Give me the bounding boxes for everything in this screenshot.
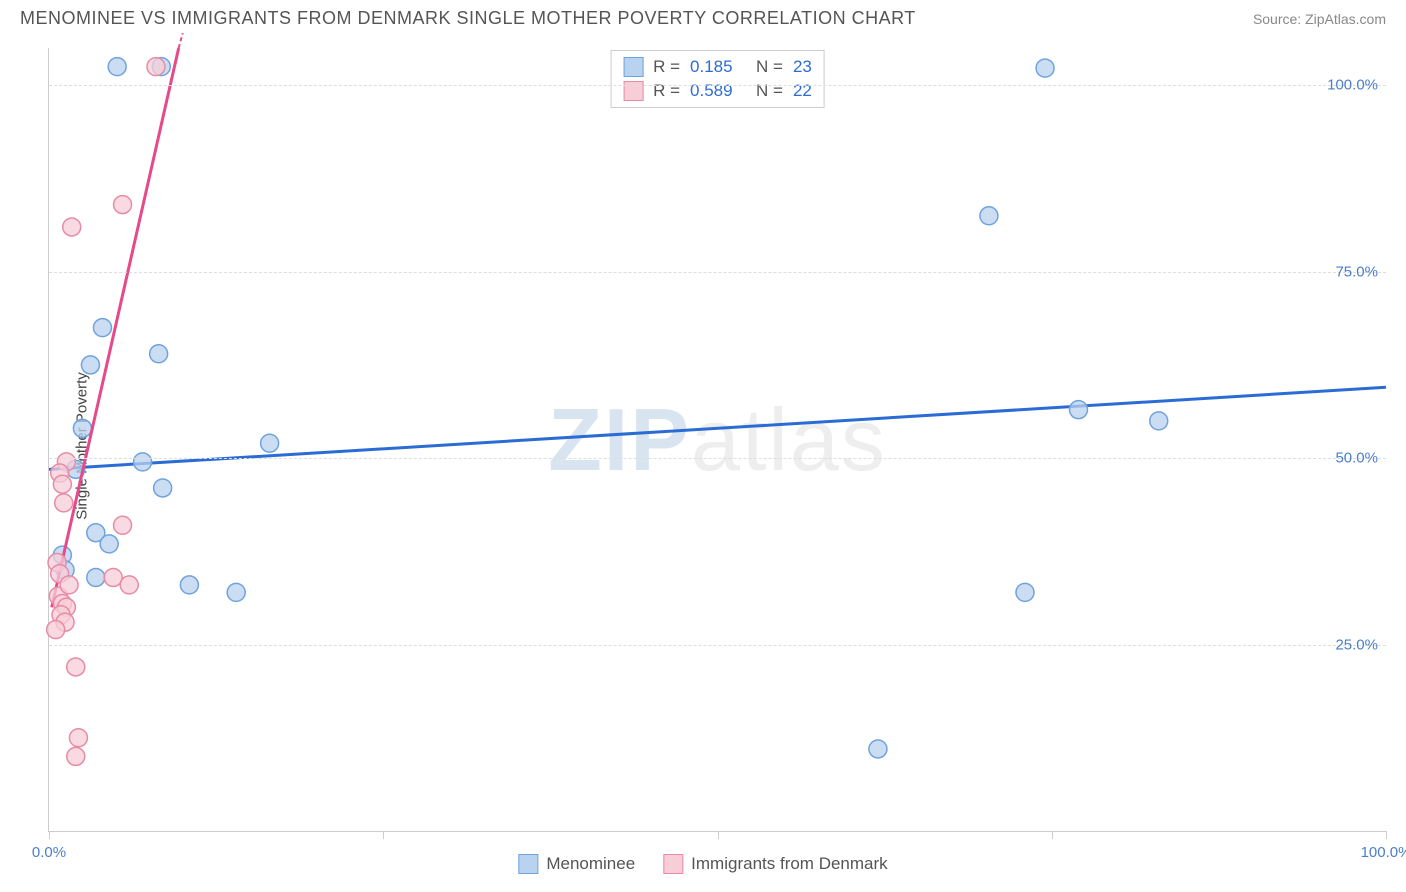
scatter-point-menominee xyxy=(154,479,172,497)
scatter-point-denmark xyxy=(69,729,87,747)
scatter-point-denmark xyxy=(67,658,85,676)
series-legend-label: Immigrants from Denmark xyxy=(691,854,887,874)
x-tick xyxy=(718,831,719,839)
x-tick xyxy=(1052,831,1053,839)
gridline-h xyxy=(49,85,1386,86)
scatter-point-denmark xyxy=(60,576,78,594)
scatter-point-menominee xyxy=(87,568,105,586)
scatter-point-menominee xyxy=(869,740,887,758)
scatter-point-denmark xyxy=(147,58,165,76)
r-label: R = xyxy=(653,81,680,101)
scatter-point-menominee xyxy=(100,535,118,553)
n-label: N = xyxy=(756,81,783,101)
r-value: 0.185 xyxy=(690,57,746,77)
series-legend-item: Immigrants from Denmark xyxy=(663,854,887,874)
scatter-point-menominee xyxy=(261,434,279,452)
chart-source: Source: ZipAtlas.com xyxy=(1253,11,1386,27)
scatter-point-denmark xyxy=(114,196,132,214)
scatter-point-menominee xyxy=(980,207,998,225)
scatter-point-denmark xyxy=(120,576,138,594)
scatter-point-menominee xyxy=(1069,401,1087,419)
scatter-point-denmark xyxy=(67,747,85,765)
trend-line-extend-denmark xyxy=(179,33,183,48)
scatter-point-denmark xyxy=(47,621,65,639)
n-label: N = xyxy=(756,57,783,77)
gridline-h xyxy=(49,645,1386,646)
gridline-h xyxy=(49,458,1386,459)
legend-swatch xyxy=(518,854,538,874)
x-tick xyxy=(49,831,50,839)
x-tick-label: 100.0% xyxy=(1361,844,1406,861)
x-tick-label: 0.0% xyxy=(32,844,66,861)
trend-line-menominee xyxy=(49,387,1386,469)
scatter-point-denmark xyxy=(53,475,71,493)
x-tick xyxy=(1386,831,1387,839)
scatter-point-menominee xyxy=(180,576,198,594)
chart-plot-area: ZIPatlas R =0.185N =23R =0.589N =22 25.0… xyxy=(48,48,1386,832)
y-tick-label: 50.0% xyxy=(1335,450,1378,467)
scatter-point-menominee xyxy=(1016,583,1034,601)
scatter-point-menominee xyxy=(1150,412,1168,430)
legend-swatch xyxy=(663,854,683,874)
chart-title: MENOMINEE VS IMMIGRANTS FROM DENMARK SIN… xyxy=(20,8,916,29)
scatter-point-denmark xyxy=(55,494,73,512)
scatter-point-menominee xyxy=(108,58,126,76)
correlation-legend: R = 0.185 N = 23 R = 0.589 N = 22 xyxy=(610,50,825,108)
scatter-point-menominee xyxy=(134,453,152,471)
n-value: 23 xyxy=(793,57,812,77)
y-tick-label: 25.0% xyxy=(1335,636,1378,653)
r-label: R = xyxy=(653,57,680,77)
scatter-point-menominee xyxy=(93,319,111,337)
scatter-point-menominee xyxy=(1036,59,1054,77)
scatter-point-menominee xyxy=(150,345,168,363)
series-legend-label: Menominee xyxy=(546,854,635,874)
scatter-plot-svg xyxy=(49,48,1386,831)
series-legend-item: Menominee xyxy=(518,854,635,874)
n-value: 22 xyxy=(793,81,812,101)
scatter-point-denmark xyxy=(114,516,132,534)
correlation-legend-row: R = 0.589 N = 22 xyxy=(623,79,812,103)
scatter-point-menominee xyxy=(73,419,91,437)
x-tick xyxy=(383,831,384,839)
legend-swatch xyxy=(623,57,643,77)
y-tick-label: 75.0% xyxy=(1335,263,1378,280)
y-tick-label: 100.0% xyxy=(1327,77,1378,94)
scatter-point-denmark xyxy=(63,218,81,236)
series-legend: Menominee Immigrants from Denmark xyxy=(518,854,887,874)
scatter-point-menominee xyxy=(81,356,99,374)
scatter-point-menominee xyxy=(227,583,245,601)
scatter-point-denmark xyxy=(104,568,122,586)
gridline-h xyxy=(49,272,1386,273)
correlation-legend-row: R = 0.185 N = 23 xyxy=(623,55,812,79)
legend-swatch xyxy=(623,81,643,101)
r-value: 0.589 xyxy=(690,81,746,101)
